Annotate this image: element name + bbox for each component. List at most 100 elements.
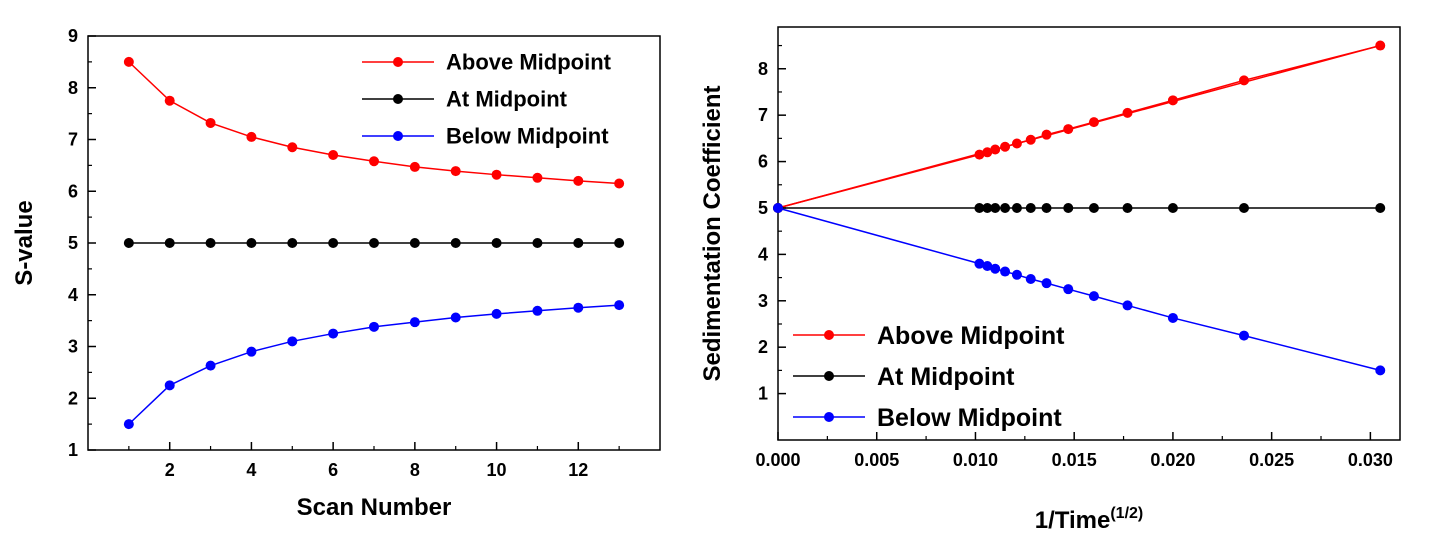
data-point-at-midpoint <box>491 238 502 248</box>
data-point-above-midpoint <box>328 150 339 161</box>
data-point-at-midpoint <box>532 238 543 248</box>
data-point-below-midpoint <box>1375 365 1386 376</box>
y-tick-label: 8 <box>758 59 768 79</box>
data-point-below-midpoint <box>369 321 379 332</box>
legend-swatch-marker <box>824 330 834 340</box>
data-point-above-midpoint <box>1375 40 1386 51</box>
data-point-above-midpoint <box>123 56 134 67</box>
x-tick-label: 0.005 <box>854 450 899 470</box>
x-tick-label: 12 <box>568 460 588 480</box>
data-point-below-midpoint <box>990 263 1001 274</box>
data-point-above-midpoint <box>287 142 298 153</box>
legend-label-at-midpoint: At Midpoint <box>877 363 1015 391</box>
legend-swatch-marker <box>393 131 403 141</box>
series-line-below-midpoint <box>777 207 1381 372</box>
y-tick-label: 7 <box>758 105 768 125</box>
legend-label-above-midpoint: Above Midpoint <box>446 50 612 75</box>
data-point-above-midpoint <box>1000 141 1011 152</box>
x-tick-label: 4 <box>246 460 256 480</box>
data-point-below-midpoint <box>1088 291 1099 302</box>
y-tick-label: 5 <box>68 233 78 253</box>
data-point-at-midpoint <box>974 202 985 213</box>
data-point-below-midpoint <box>1122 300 1133 311</box>
data-point-below-midpoint <box>1063 284 1074 295</box>
data-point-above-midpoint <box>573 175 584 186</box>
data-point-below-midpoint <box>328 328 339 339</box>
data-point-at-midpoint <box>1063 202 1074 213</box>
data-point-at-midpoint <box>1167 202 1178 213</box>
data-point-at-midpoint <box>450 238 461 248</box>
data-point-below-midpoint <box>614 300 625 311</box>
data-point-above-midpoint <box>205 117 216 128</box>
y-axis-title: Sedimentation Coefficient <box>699 85 726 381</box>
data-point-below-midpoint <box>532 305 543 316</box>
data-point-above-midpoint <box>614 178 625 189</box>
data-point-below-midpoint <box>1011 269 1022 280</box>
y-tick-label: 3 <box>68 337 78 357</box>
legend-label-above-midpoint: Above Midpoint <box>877 322 1065 350</box>
data-point-below-midpoint <box>1041 278 1052 289</box>
legend-label-below-midpoint: Below Midpoint <box>877 404 1062 432</box>
data-point-at-midpoint <box>982 202 993 213</box>
legend-label-at-midpoint: At Midpoint <box>446 87 568 112</box>
legend-label-below-midpoint: Below Midpoint <box>446 124 609 149</box>
data-point-above-midpoint <box>1239 75 1250 86</box>
x-tick-label: 0.015 <box>1052 450 1097 470</box>
data-point-at-midpoint <box>123 238 134 248</box>
data-point-below-midpoint <box>164 380 175 391</box>
data-point-above-midpoint <box>1167 95 1178 106</box>
data-point-at-midpoint <box>1122 202 1133 213</box>
y-tick-label: 5 <box>758 198 768 218</box>
data-point-below-midpoint <box>205 360 216 371</box>
data-point-at-midpoint <box>369 238 379 248</box>
data-point-at-midpoint <box>990 202 1001 213</box>
data-point-above-midpoint <box>409 161 420 172</box>
data-point-above-midpoint <box>1122 107 1133 118</box>
data-point-above-midpoint <box>990 144 1001 155</box>
data-point-at-midpoint <box>1375 202 1386 213</box>
data-point-at-midpoint <box>573 238 584 248</box>
data-point-at-midpoint <box>1041 202 1052 213</box>
y-tick-label: 8 <box>68 78 78 98</box>
data-point-at-midpoint <box>1011 202 1022 213</box>
data-point-above-midpoint <box>1025 134 1036 145</box>
data-point-below-midpoint <box>1167 312 1178 323</box>
data-point-above-midpoint <box>982 147 993 158</box>
data-point-below-midpoint <box>1239 330 1250 341</box>
data-point-at-midpoint <box>246 238 257 248</box>
data-point-below-midpoint <box>974 258 985 269</box>
x-tick-label: 8 <box>410 460 420 480</box>
data-point-above-midpoint <box>1088 117 1099 128</box>
data-point-at-midpoint <box>328 238 339 248</box>
data-point-below-midpoint <box>246 346 257 357</box>
x-tick-label: 0.000 <box>755 450 800 470</box>
data-point-at-midpoint <box>1025 202 1036 213</box>
data-point-below-midpoint <box>287 336 298 347</box>
y-tick-label: 1 <box>68 440 78 460</box>
y-axis-title: S-value <box>11 200 38 285</box>
data-point-at-midpoint <box>1239 202 1250 213</box>
x-axis-title-superscript: (1/2) <box>1110 505 1143 522</box>
data-point-above-midpoint <box>1063 124 1074 135</box>
data-point-below-midpoint <box>573 302 584 313</box>
y-tick-label: 4 <box>758 244 768 264</box>
y-tick-label: 3 <box>758 291 768 311</box>
data-point-below-midpoint <box>123 419 134 430</box>
data-point-at-midpoint <box>614 238 625 248</box>
x-tick-label: 6 <box>328 460 338 480</box>
x-axis-title: 1/Time(1/2) <box>1035 505 1144 534</box>
data-point-at-midpoint <box>205 238 216 248</box>
data-point-below-midpoint <box>409 317 420 328</box>
x-tick-label: 0.030 <box>1348 450 1393 470</box>
data-point-below-midpoint <box>491 308 502 319</box>
data-point-at-midpoint <box>1000 202 1011 213</box>
legend-swatch-marker <box>824 371 834 381</box>
data-point-above-midpoint <box>450 166 461 177</box>
chart-right-svg: 0.000 0.005 0.010 0.015 0.020 0.025 0.030 1 2 3 4 5… <box>699 26 1401 534</box>
y-tick-label: 4 <box>68 285 78 305</box>
x-tick-label: 0.020 <box>1150 450 1195 470</box>
data-point-at-midpoint <box>287 238 298 248</box>
data-point-below-midpoint <box>773 202 783 213</box>
x-tick-label: 0.025 <box>1249 450 1294 470</box>
